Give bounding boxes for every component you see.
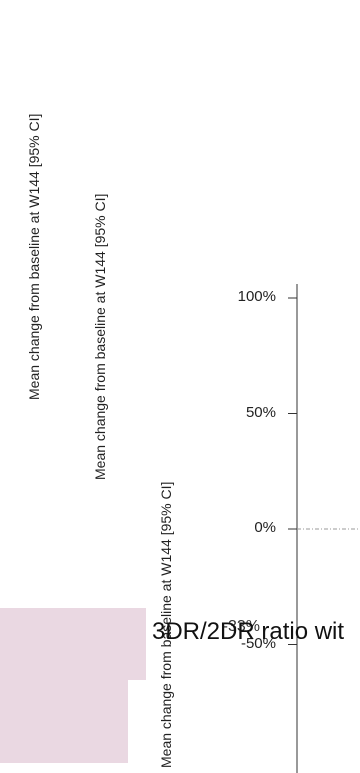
y-tick-label: 0% [254,519,276,536]
title-panel-background [0,608,128,763]
overlay-banner-text: 3DR/2DR ratio wit [152,618,345,645]
y-tick-label: 100% [237,288,276,305]
y-tick-label: -50% [240,634,276,652]
y-tick-label: 50% [245,403,276,421]
title-panel-tab [128,608,146,680]
overlapped-tick-label: -33% [222,618,260,635]
